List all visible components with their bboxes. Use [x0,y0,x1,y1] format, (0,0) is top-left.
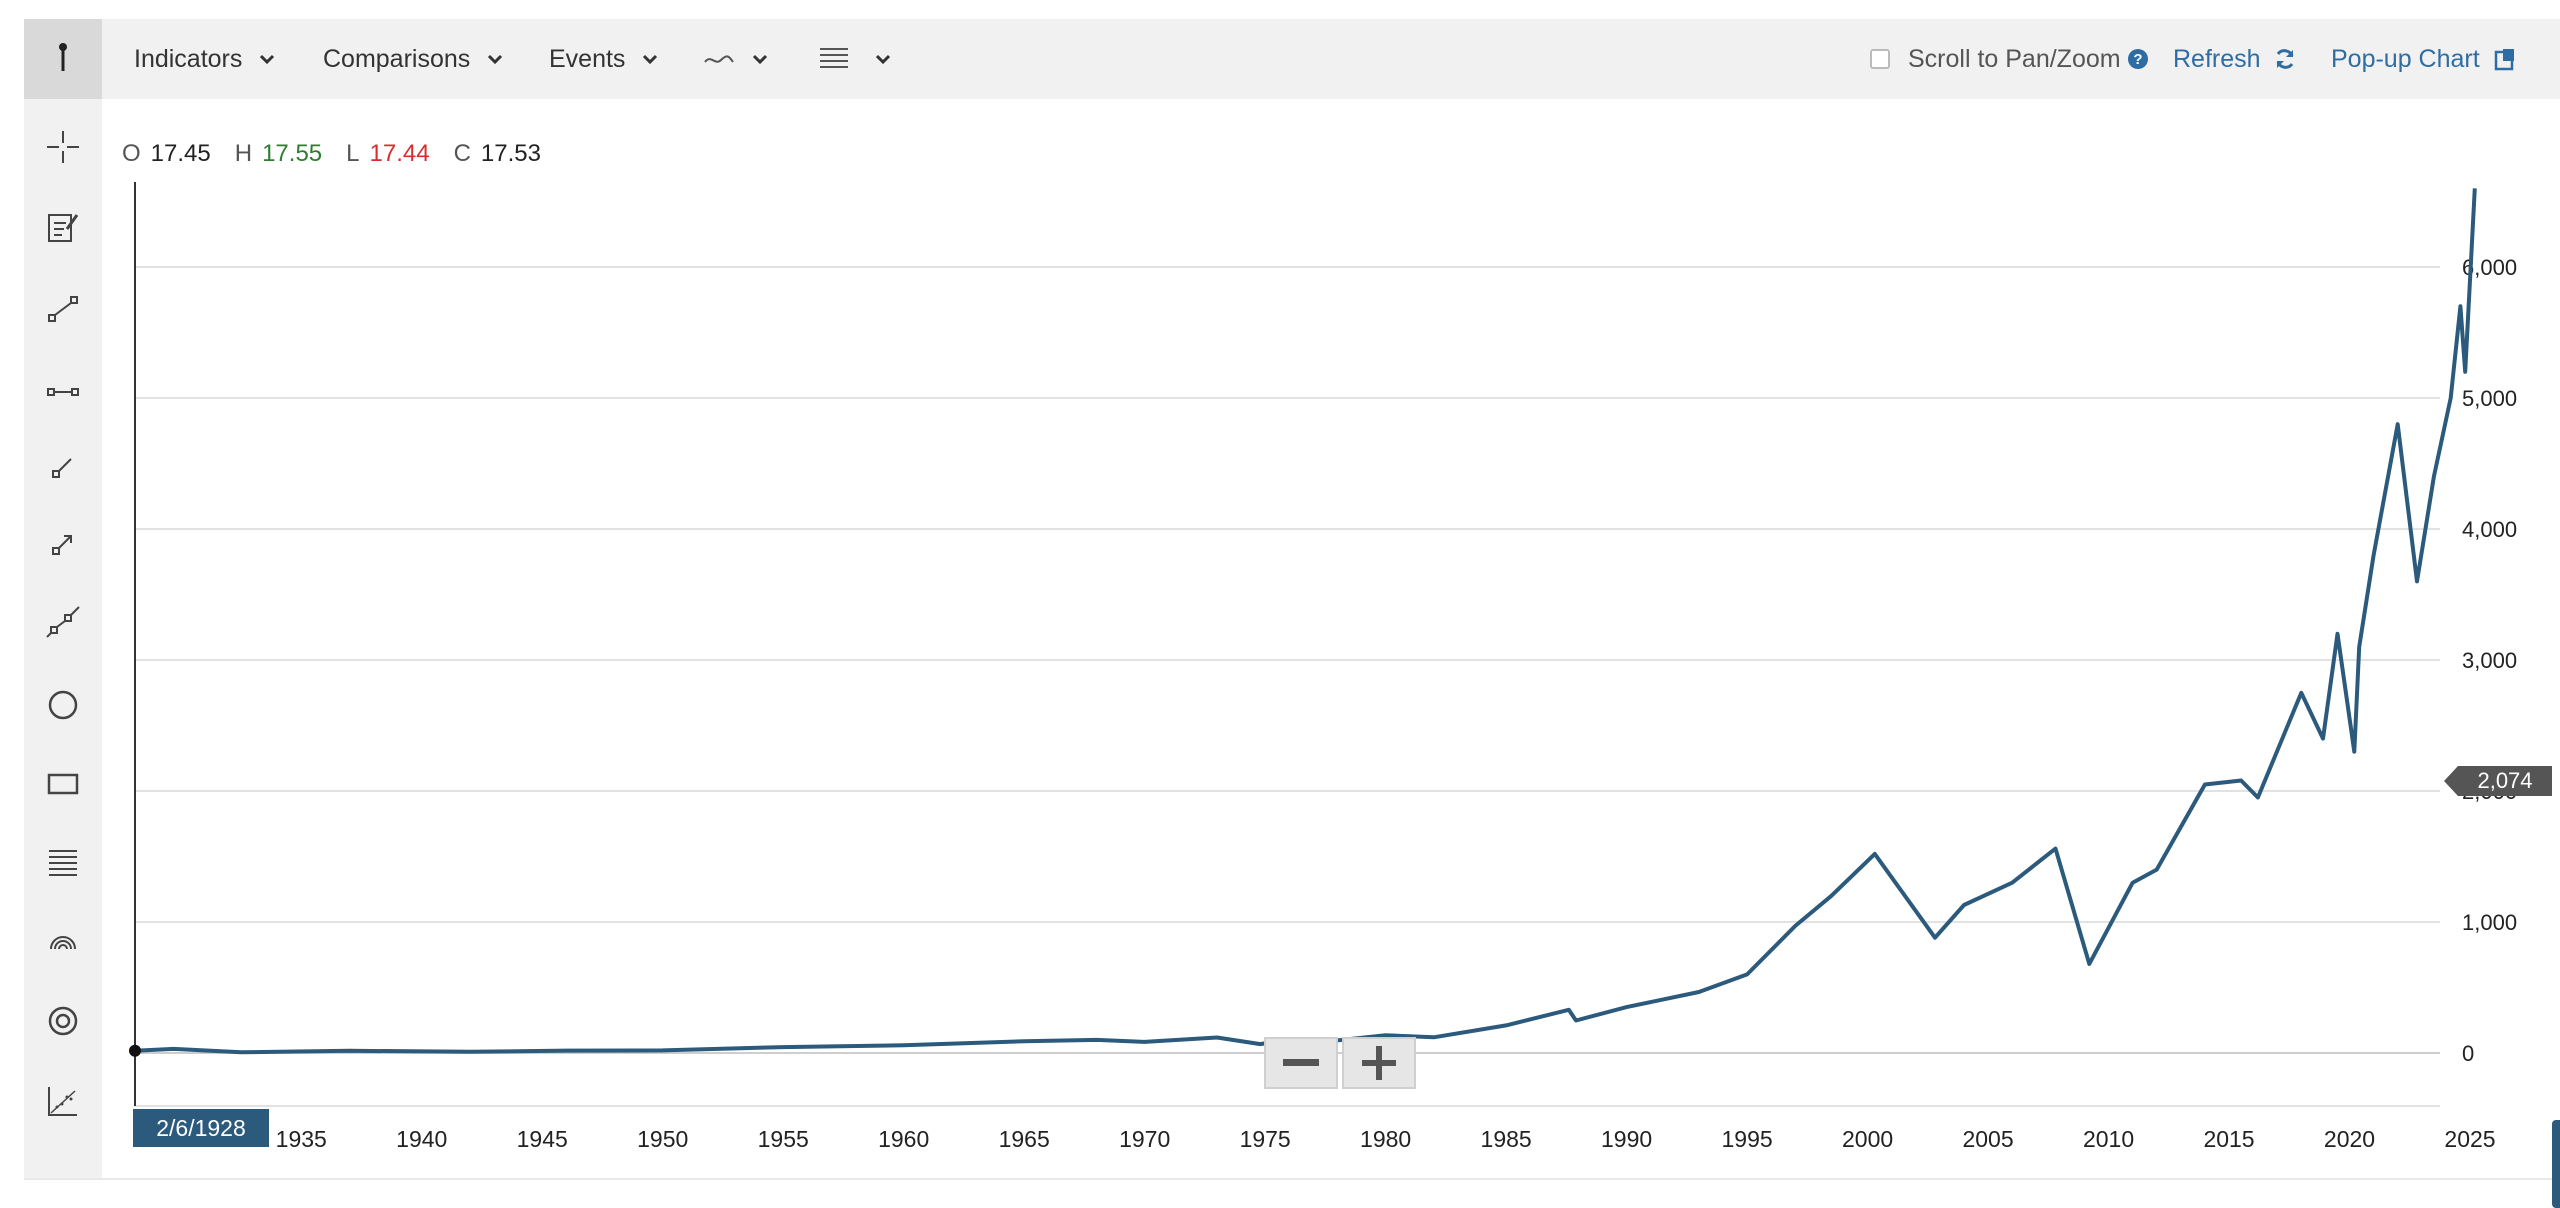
refresh-label: Refresh [2173,44,2261,73]
y-tick-label: 3,000 [2462,648,2517,673]
arrow-icon [52,535,72,555]
x-tick-label: 2000 [1842,1126,1893,1152]
refresh-icon [2276,49,2293,69]
line-tool[interactable] [24,279,102,339]
pointer-icon [59,43,67,71]
close-value: 17.53 [480,140,541,167]
x-tick-label: 1965 [999,1126,1050,1152]
x-tick-label: 2025 [2444,1126,2495,1152]
comparisons-menu[interactable]: Comparisons [323,19,506,99]
plus-icon [1362,1046,1396,1080]
x-tick-label: 1950 [637,1126,688,1152]
x-tick-label: 2020 [2324,1126,2375,1152]
y-tick-label: 0 [2462,1041,2474,1066]
x-tick-label: 2015 [2203,1126,2254,1152]
arc-tool[interactable] [24,907,102,967]
x-tick-label: 1940 [396,1126,447,1152]
zoom-in-button[interactable] [1342,1037,1416,1089]
help-icon[interactable]: ? [2127,48,2149,70]
circle-icon [48,690,78,720]
zoom-out-button[interactable] [1264,1037,1338,1089]
events-menu[interactable]: Events [549,19,661,99]
line-tool-icon [48,296,78,322]
x-tick-label: 1975 [1240,1126,1291,1152]
high-value: 17.55 [262,140,323,167]
annotation-icon [48,214,79,242]
scroll-to-pan-zoom-checkbox[interactable] [1870,49,1890,69]
cursor-date-badge: 2/6/1928 [133,1109,269,1147]
chart-type-menu[interactable] [703,19,771,99]
minus-icon [1283,1059,1319,1066]
svg-text:?: ? [2133,51,2142,68]
open-value: 17.45 [150,140,211,167]
drawing-tools-sidebar [24,19,102,1179]
arrow-tool[interactable] [24,514,102,574]
low-label: L [346,140,360,167]
y-tick-label: 1,000 [2462,910,2517,935]
popup-icon [2494,49,2514,71]
events-label: Events [549,44,626,73]
circle-tool[interactable] [24,675,102,735]
arc-icon [50,936,76,950]
high-label: H [234,140,253,167]
scroll-to-pan-zoom-label: Scroll to Pan/Zoom [1908,44,2121,73]
line-chart-icon [704,55,734,63]
cursor-point-marker [129,1044,141,1057]
scroll-handle[interactable] [2552,1120,2560,1208]
ohlc-readout: O 17.45 H 17.55 L 17.44 C 17.53 [122,140,565,168]
y-tick-label: 4,000 [2462,517,2517,542]
x-tick-label: 1980 [1360,1126,1411,1152]
horizontal-segment-icon [47,388,79,396]
scatter-icon [48,1087,77,1116]
x-tick-label: 1990 [1601,1126,1652,1152]
crosshair-tool[interactable] [24,117,102,177]
target-tool[interactable] [24,991,102,1051]
horizontal-segment-tool[interactable] [24,362,102,422]
fibonacci-icon [49,850,77,876]
x-tick-label: 1935 [276,1126,327,1152]
x-tick-label: 1945 [517,1126,568,1152]
y-tick-label: 5,000 [2462,386,2517,411]
x-tick-label: 1985 [1481,1126,1532,1152]
chevron-down-icon [752,54,768,65]
open-label: O [122,140,141,167]
popup-chart-label: Pop-up Chart [2331,44,2480,73]
comparisons-label: Comparisons [323,44,471,73]
extended-line-tool[interactable] [24,591,102,651]
scroll-to-pan-zoom-control[interactable]: Scroll to Pan/Zoom ? [1870,19,2149,99]
close-label: C [453,140,471,167]
lines-icon [820,48,848,68]
ray-tool[interactable] [24,437,102,497]
annotation-tool[interactable] [24,197,102,257]
x-tick-label: 2010 [2083,1126,2134,1152]
pointer-tool[interactable] [24,19,102,99]
series-line [134,188,2477,1055]
chevron-down-icon [488,54,503,65]
indicators-label: Indicators [134,44,243,73]
refresh-button[interactable]: Refresh [2173,19,2297,99]
indicators-menu[interactable]: Indicators [134,19,278,99]
chevron-down-icon [643,54,658,65]
x-tick-label: 2005 [1962,1126,2013,1152]
scatter-tool[interactable] [24,1071,102,1131]
crosshair-icon [47,131,79,163]
fibonacci-tool[interactable] [24,833,102,893]
x-tick-label: 1970 [1119,1126,1170,1152]
chevron-down-icon [875,54,891,65]
last-price-badge: 2,074 [2444,766,2552,796]
low-value: 17.44 [369,140,430,167]
display-options-menu[interactable] [818,19,894,99]
chevron-down-icon [260,54,275,65]
bottom-divider [24,1178,2560,1180]
rectangle-icon [47,773,79,795]
target-icon [48,1006,78,1036]
popup-chart-button[interactable]: Pop-up Chart [2331,19,2516,99]
x-tick-label: 1995 [1722,1126,1773,1152]
x-tick-label: 1960 [878,1126,929,1152]
x-tick-label: 1955 [758,1126,809,1152]
ray-icon [52,458,72,478]
rectangle-tool[interactable] [24,753,102,813]
extended-line-icon [46,606,80,638]
